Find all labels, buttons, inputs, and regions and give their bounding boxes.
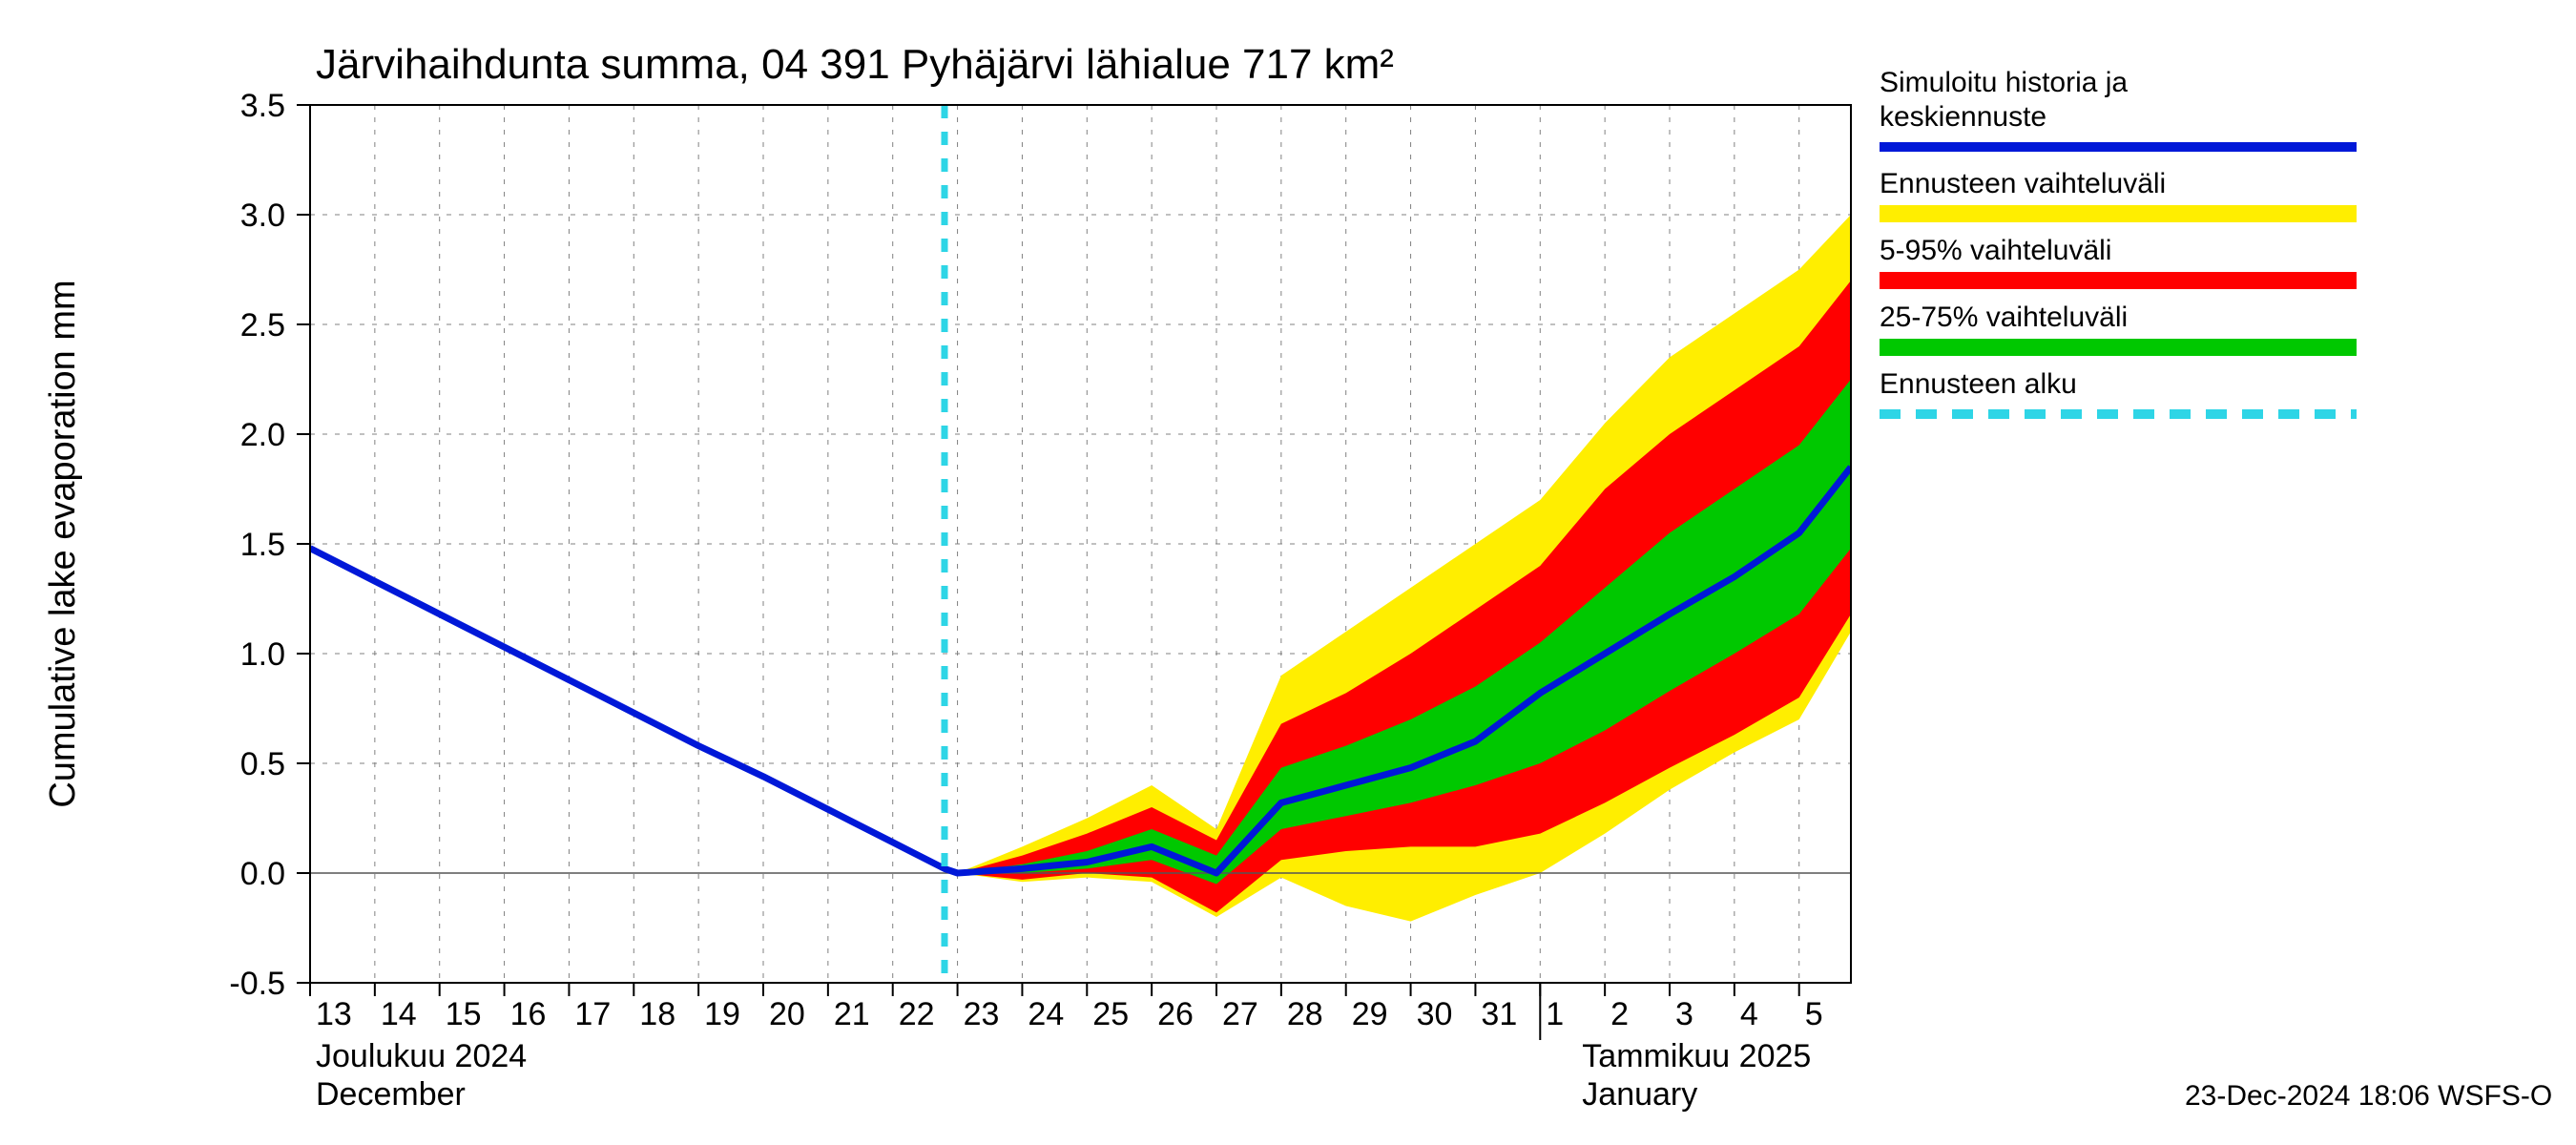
- chart-background: [0, 0, 2576, 1145]
- svg-text:0.5: 0.5: [240, 746, 285, 782]
- svg-text:2.0: 2.0: [240, 417, 285, 453]
- svg-text:0.0: 0.0: [240, 856, 285, 892]
- svg-text:5: 5: [1805, 996, 1823, 1032]
- svg-text:18: 18: [639, 996, 675, 1032]
- svg-text:19: 19: [704, 996, 740, 1032]
- svg-text:15: 15: [446, 996, 482, 1032]
- svg-text:2: 2: [1610, 996, 1629, 1032]
- svg-text:4: 4: [1740, 996, 1758, 1032]
- svg-text:22: 22: [899, 996, 935, 1032]
- svg-text:Joulukuu 2024: Joulukuu 2024: [316, 1038, 527, 1074]
- svg-text:December: December: [316, 1076, 466, 1113]
- svg-text:Ennusteen alku: Ennusteen alku: [1880, 368, 2077, 400]
- svg-text:3.5: 3.5: [240, 88, 285, 124]
- svg-text:-0.5: -0.5: [229, 966, 285, 1002]
- svg-text:24: 24: [1028, 996, 1064, 1032]
- svg-text:26: 26: [1157, 996, 1194, 1032]
- svg-text:1.0: 1.0: [240, 636, 285, 673]
- svg-text:1.5: 1.5: [240, 527, 285, 563]
- svg-text:13: 13: [316, 996, 352, 1032]
- svg-text:28: 28: [1287, 996, 1323, 1032]
- chart-title: Järvihaihdunta summa, 04 391 Pyhäjärvi l…: [316, 41, 1394, 88]
- svg-text:27: 27: [1222, 996, 1258, 1032]
- svg-text:25: 25: [1092, 996, 1129, 1032]
- svg-text:keskiennuste: keskiennuste: [1880, 101, 2046, 133]
- chart-root: -0.50.00.51.01.52.02.53.03.5131415161718…: [0, 0, 2576, 1145]
- svg-text:30: 30: [1417, 996, 1453, 1032]
- svg-text:Ennusteen vaihteluväli: Ennusteen vaihteluväli: [1880, 168, 2166, 199]
- svg-text:1: 1: [1546, 996, 1564, 1032]
- svg-text:3: 3: [1675, 996, 1693, 1032]
- svg-text:29: 29: [1352, 996, 1388, 1032]
- svg-text:Tammikuu 2025: Tammikuu 2025: [1582, 1038, 1811, 1074]
- svg-text:20: 20: [769, 996, 805, 1032]
- svg-text:3.0: 3.0: [240, 198, 285, 234]
- svg-text:16: 16: [510, 996, 547, 1032]
- svg-text:5-95% vaihteluväli: 5-95% vaihteluväli: [1880, 235, 2111, 266]
- svg-text:23: 23: [964, 996, 1000, 1032]
- svg-text:25-75% vaihteluväli: 25-75% vaihteluväli: [1880, 302, 2128, 333]
- svg-text:21: 21: [834, 996, 870, 1032]
- y-axis-label: Cumulative lake evaporation mm: [43, 280, 83, 807]
- svg-text:2.5: 2.5: [240, 307, 285, 344]
- svg-text:Simuloitu historia ja: Simuloitu historia ja: [1880, 67, 2128, 98]
- svg-text:17: 17: [574, 996, 611, 1032]
- svg-text:14: 14: [381, 996, 417, 1032]
- chart-svg: -0.50.00.51.01.52.02.53.03.5131415161718…: [0, 0, 2576, 1145]
- svg-text:January: January: [1582, 1076, 1697, 1113]
- footer-text: 23-Dec-2024 18:06 WSFS-O: [2185, 1080, 2552, 1112]
- svg-text:31: 31: [1481, 996, 1517, 1032]
